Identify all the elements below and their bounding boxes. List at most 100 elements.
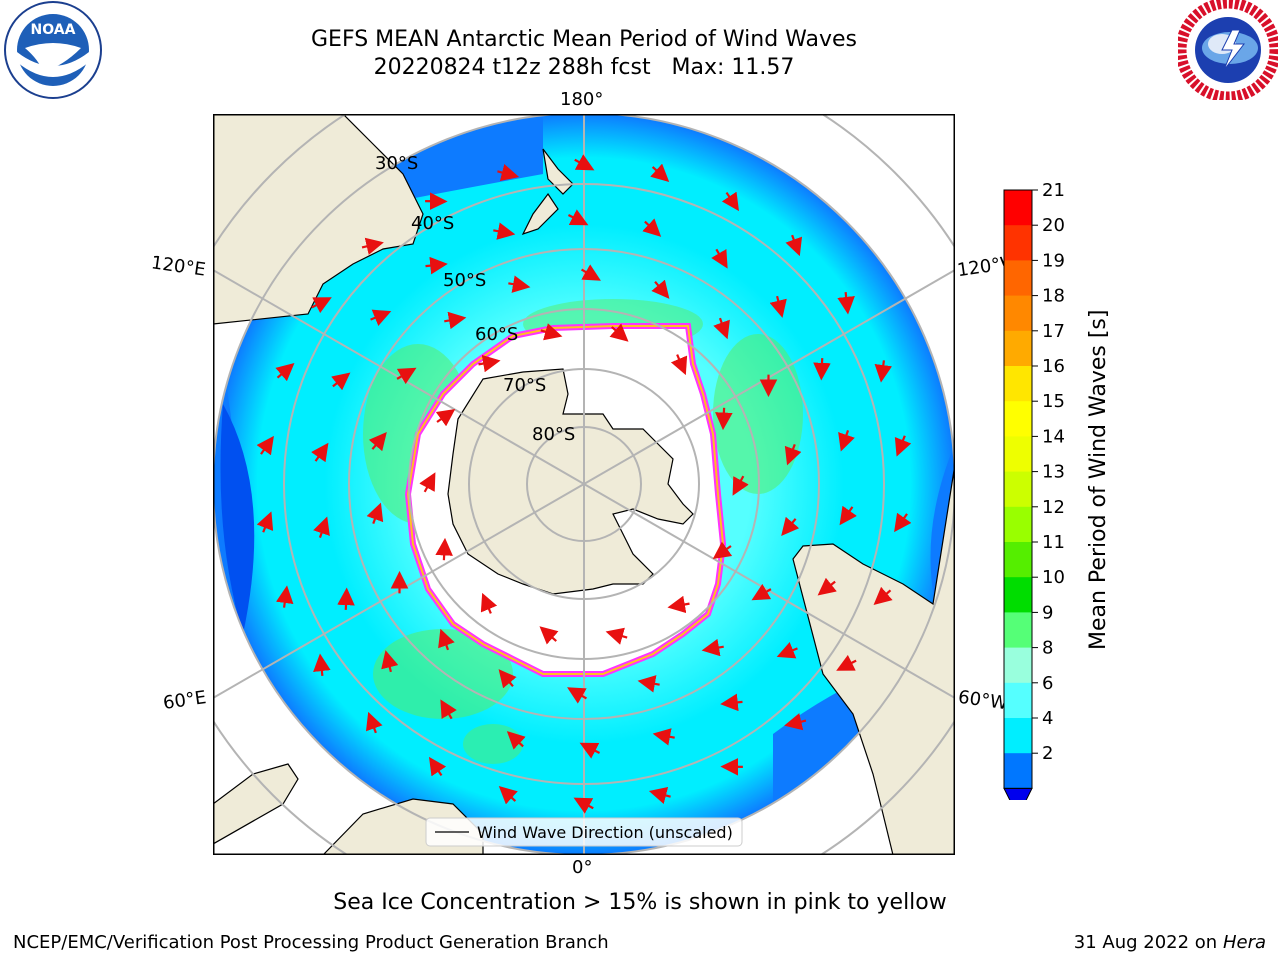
lon-label-180: 180° [560,89,604,110]
wave-arrow [781,516,800,536]
wave-arrow [712,541,733,560]
wave-arrow [648,786,671,804]
colorbar-segment [1004,260,1032,297]
system-name: Hera [1222,932,1266,953]
map-subtitle: 20220824 t12z 288h fcst Max: 11.57 [373,55,795,80]
lat-label-60s: 60°S [475,324,518,345]
wave-arrow [784,713,807,731]
colorbar-canvas: 21 20 19 18 17 16 15 14 13 12 11 10 9 8 6 4 2 [1003,180,1065,818]
wave-arrow [784,443,802,466]
noaa-logo: NOAA [4,1,102,99]
wind-wave-arrows [256,154,912,814]
wave-arrow [817,577,837,596]
wave-arrow [637,675,660,693]
wave-arrow [256,435,274,456]
south-america-landmass [792,463,955,855]
colorbar-segment [1004,506,1032,543]
colorbar-segment [1004,471,1032,508]
colorbar-tick-label: 16 [1042,356,1065,377]
wave-arrow [331,372,351,391]
wave-arrow [428,756,447,777]
wave-arrow [837,292,855,315]
colorbar-tick-label: 14 [1042,426,1065,447]
lat-label-80s: 80°S [532,424,575,445]
wave-arrow [873,586,893,605]
colorbar-tick-label: 11 [1042,532,1065,553]
wave-arrow [713,317,730,340]
wave-arrow [769,295,787,318]
colorbar-segment [1004,647,1032,684]
colorbar-segment [1004,682,1032,719]
wave-arrow [670,354,688,376]
lon-label-0: 0° [572,857,593,878]
wave-arrow [609,323,629,342]
wave-arrow [438,628,455,651]
colorbar-segment [1004,542,1032,578]
wave-arrow [435,408,456,427]
wave-arrow [650,163,670,182]
wave-arrow [313,516,330,539]
colorbar-tick-label: 10 [1042,567,1065,588]
date-label: 31 Aug 2022 on [1073,932,1218,953]
colorbar-segment [1004,718,1032,754]
wave-arrow [368,432,387,452]
wave-arrow [493,222,516,240]
polar-map: 30°S 40°S 50°S 60°S 70°S 80°S Wind Wave … [213,114,955,855]
wave-arrow [836,654,857,671]
colorbar-segment [1004,577,1032,613]
lat-label-50s: 50°S [443,270,486,291]
wave-arrow [652,728,675,746]
colorbar-tick-label: 15 [1042,391,1065,412]
wave-arrow [425,256,448,275]
credit-text: NCEP/EMC/Verification Post Processing Pr… [13,932,609,953]
wave-arrow [581,264,601,281]
wave-arrow [480,592,498,614]
colorbar-segment [1004,190,1032,226]
wave-arrow [256,511,274,533]
wave-arrow [894,512,912,533]
antarctica-landmass [447,368,694,595]
wave-arrow [361,237,384,255]
wave-arrow [539,626,559,645]
wave-arrow [396,367,417,385]
wave-arrow [785,234,803,257]
wave-arrow [813,358,831,381]
colorbar: 21 20 19 18 17 16 15 14 13 12 11 10 9 8 6 4 2 [990,180,1120,818]
colorbar-segment [1004,330,1032,367]
wave-arrow [275,363,295,382]
lat-label-40s: 40°S [411,213,454,234]
wave-arrow [498,669,517,689]
map-legend: Wind Wave Direction (unscaled) [425,817,743,847]
wave-arrow [311,442,329,463]
colorbar-segment [1004,225,1032,261]
colorbar-segment [1004,401,1032,437]
wave-arrow [642,218,662,237]
colorbar-tick-label: 12 [1042,497,1065,518]
wave-arrow [579,742,601,759]
wave-arrow [497,164,520,182]
wave-arrow [838,429,855,452]
wave-arrow [337,587,355,610]
wave-arrow [567,209,589,226]
wave-arrow [894,435,912,457]
wave-arrow [711,248,728,269]
wave-arrow [776,642,798,659]
colorbar-segment [1004,436,1032,473]
wave-arrow [365,711,383,734]
legend-label: Wind Wave Direction (unscaled) [477,823,733,842]
wave-arrow [667,595,690,614]
wave-arrow [435,537,453,561]
new-zealand-south [521,192,559,236]
wave-arrow [381,650,399,673]
wave-arrow [715,407,733,431]
new-zealand-north [542,148,574,195]
colorbar-tick-label: 9 [1042,602,1053,623]
lon-label-120e: 120°E [149,252,207,281]
map-title: GEFS MEAN Antarctic Mean Period of Wind … [311,27,857,52]
lat-label-70s: 70°S [503,375,546,396]
noaa-logo-text: NOAA [31,22,76,38]
colorbar-segment [1004,612,1032,649]
wave-arrow [839,505,857,526]
map-frame [213,114,955,855]
colorbar-tick-label: 13 [1042,462,1065,483]
